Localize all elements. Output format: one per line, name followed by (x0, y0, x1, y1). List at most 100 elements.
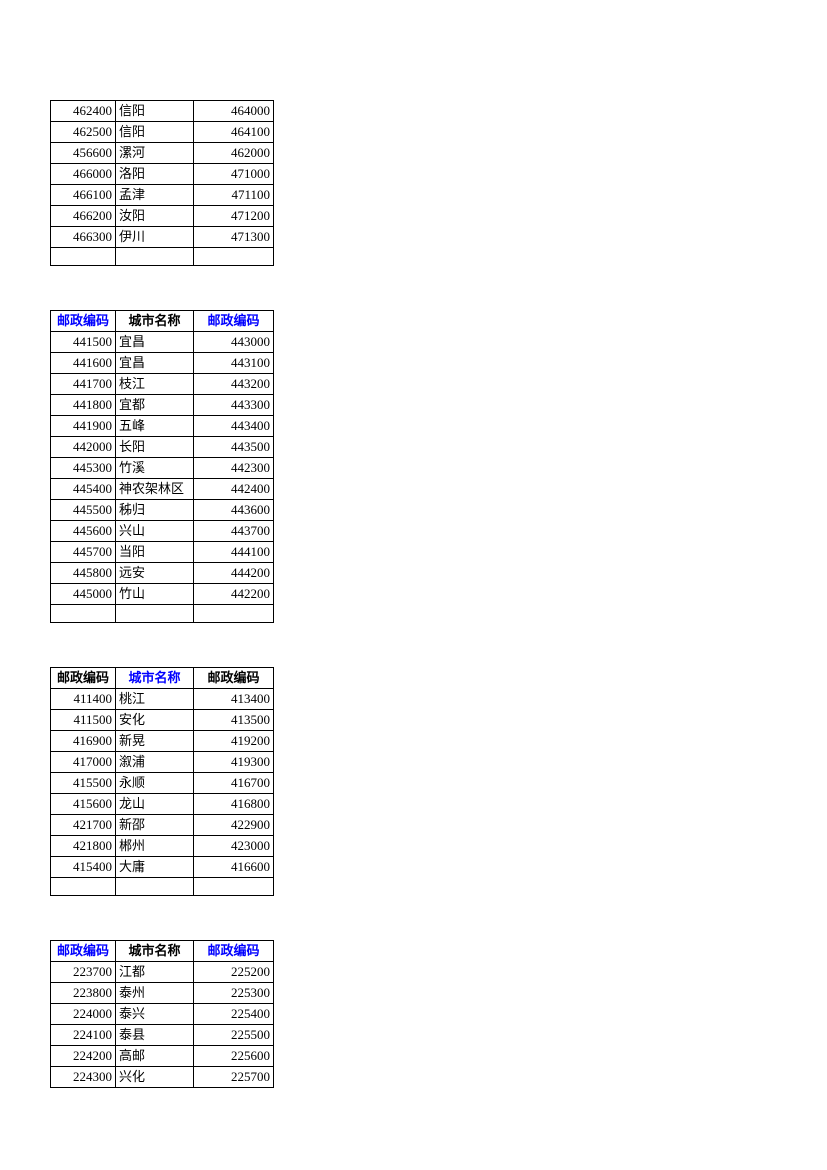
header-cell: 城市名称 (116, 668, 194, 689)
cell: 464000 (194, 101, 274, 122)
cell: 442300 (194, 458, 274, 479)
cell: 445000 (51, 584, 116, 605)
cell: 汝阳 (116, 206, 194, 227)
table-row: 224200高邮225600 (51, 1046, 274, 1067)
cell: 神农架林区 (116, 479, 194, 500)
table-row: 441900五峰443400 (51, 416, 274, 437)
header-cell: 城市名称 (116, 941, 194, 962)
table-row: 421700新邵422900 (51, 815, 274, 836)
table-row: 441600宜昌443100 (51, 353, 274, 374)
postal-table-3: 邮政编码城市名称邮政编码223700江都225200223800泰州225300… (50, 940, 274, 1088)
table-row: 456600漯河462000 (51, 143, 274, 164)
cell: 421800 (51, 836, 116, 857)
table-row: 462500信阳464100 (51, 122, 274, 143)
table-row: 411400桃江413400 (51, 689, 274, 710)
cell: 419300 (194, 752, 274, 773)
cell: 五峰 (116, 416, 194, 437)
cell: 471100 (194, 185, 274, 206)
cell: 444200 (194, 563, 274, 584)
cell: 413400 (194, 689, 274, 710)
cell: 462000 (194, 143, 274, 164)
table-row: 441700枝江443200 (51, 374, 274, 395)
cell: 信阳 (116, 122, 194, 143)
table-row: 441500宜昌443000 (51, 332, 274, 353)
header-cell: 邮政编码 (194, 311, 274, 332)
cell: 225500 (194, 1025, 274, 1046)
header-cell: 邮政编码 (51, 941, 116, 962)
cell: 443300 (194, 395, 274, 416)
cell: 445500 (51, 500, 116, 521)
table-row: 417000溆浦419300 (51, 752, 274, 773)
table-gap (50, 266, 777, 310)
cell: 宜都 (116, 395, 194, 416)
cell: 223700 (51, 962, 116, 983)
cell: 高邮 (116, 1046, 194, 1067)
cell: 443500 (194, 437, 274, 458)
cell: 信阳 (116, 101, 194, 122)
table-row (51, 878, 274, 896)
cell: 224000 (51, 1004, 116, 1025)
cell: 443000 (194, 332, 274, 353)
cell: 415500 (51, 773, 116, 794)
header-cell: 邮政编码 (194, 668, 274, 689)
table-row: 445000竹山442200 (51, 584, 274, 605)
header-cell: 邮政编码 (51, 311, 116, 332)
cell: 225200 (194, 962, 274, 983)
cell (116, 248, 194, 266)
table-row: 445500秭归443600 (51, 500, 274, 521)
cell: 225600 (194, 1046, 274, 1067)
table-row: 466300伊川471300 (51, 227, 274, 248)
cell: 423000 (194, 836, 274, 857)
table-row: 466200汝阳471200 (51, 206, 274, 227)
cell: 411400 (51, 689, 116, 710)
cell: 415600 (51, 794, 116, 815)
cell: 新晃 (116, 731, 194, 752)
cell: 长阳 (116, 437, 194, 458)
table-row: 421800郴州423000 (51, 836, 274, 857)
header-cell: 邮政编码 (194, 941, 274, 962)
cell: 大庸 (116, 857, 194, 878)
cell: 441600 (51, 353, 116, 374)
table-row: 223800泰州225300 (51, 983, 274, 1004)
cell: 443100 (194, 353, 274, 374)
cell: 462400 (51, 101, 116, 122)
cell: 永顺 (116, 773, 194, 794)
postal-table-0: 462400信阳464000462500信阳464100456600漯河4620… (50, 100, 274, 266)
cell: 新邵 (116, 815, 194, 836)
table-row: 224000泰兴225400 (51, 1004, 274, 1025)
cell: 445600 (51, 521, 116, 542)
cell: 419200 (194, 731, 274, 752)
cell: 宜昌 (116, 353, 194, 374)
cell (51, 605, 116, 623)
cell: 洛阳 (116, 164, 194, 185)
cell: 漯河 (116, 143, 194, 164)
table-row: 415400大庸416600 (51, 857, 274, 878)
cell: 远安 (116, 563, 194, 584)
table-row: 416900新晃419200 (51, 731, 274, 752)
cell: 泰兴 (116, 1004, 194, 1025)
postal-table-2: 邮政编码城市名称邮政编码411400桃江413400411500安化413500… (50, 667, 274, 896)
cell: 443700 (194, 521, 274, 542)
table-row (51, 605, 274, 623)
header-cell: 邮政编码 (51, 668, 116, 689)
cell (51, 248, 116, 266)
cell: 桃江 (116, 689, 194, 710)
cell: 225400 (194, 1004, 274, 1025)
cell: 466100 (51, 185, 116, 206)
cell: 泰州 (116, 983, 194, 1004)
cell: 444100 (194, 542, 274, 563)
cell: 445400 (51, 479, 116, 500)
cell: 462500 (51, 122, 116, 143)
cell: 416600 (194, 857, 274, 878)
cell: 466000 (51, 164, 116, 185)
table-row: 466000洛阳471000 (51, 164, 274, 185)
cell: 441500 (51, 332, 116, 353)
cell: 溆浦 (116, 752, 194, 773)
table-row: 445400神农架林区442400 (51, 479, 274, 500)
table-row (51, 248, 274, 266)
cell: 445800 (51, 563, 116, 584)
cell: 443400 (194, 416, 274, 437)
cell: 442000 (51, 437, 116, 458)
cell: 442400 (194, 479, 274, 500)
cell: 兴化 (116, 1067, 194, 1088)
